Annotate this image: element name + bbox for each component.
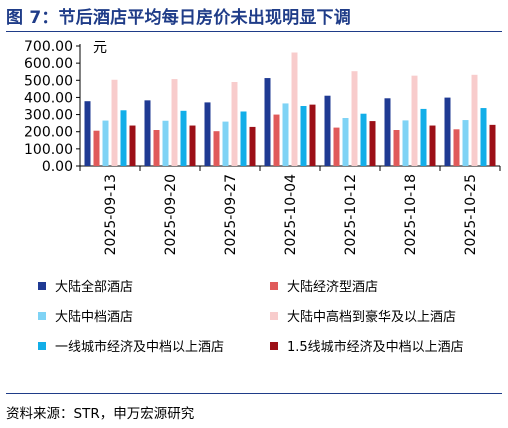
legend-item: 大陆中档酒店 <box>38 306 133 325</box>
legend-label: 大陆经济型酒店 <box>287 280 379 295</box>
y-tick-label: 300.00 <box>24 108 73 124</box>
bar <box>351 71 358 166</box>
bar <box>222 121 229 166</box>
y-tick-label: 200.00 <box>24 125 73 141</box>
y-tick-label: 0.00 <box>42 159 73 175</box>
bar <box>453 129 460 166</box>
bar <box>324 95 331 166</box>
x-tick-label: 2025-09-20 <box>163 174 179 255</box>
bar <box>180 110 187 166</box>
bar <box>264 78 271 166</box>
bar <box>369 121 376 166</box>
bar <box>411 75 418 166</box>
legend-label: 一线城市经济及中档以上酒店 <box>55 340 225 355</box>
legend-label: 大陆中档酒店 <box>55 310 134 325</box>
legend-swatch <box>38 341 46 350</box>
bar <box>420 108 427 166</box>
chart-title: 图 7：节后酒店平均每日房价未出现明显下调 <box>6 8 351 28</box>
bar <box>393 130 400 166</box>
bar <box>273 114 280 166</box>
legend-swatch <box>270 341 278 350</box>
bar <box>120 110 127 166</box>
bar <box>471 74 478 166</box>
bar <box>480 108 487 166</box>
bar <box>333 127 340 166</box>
bar <box>342 118 349 166</box>
source-note: 资料来源：STR，申万宏源研究 <box>6 406 195 422</box>
bar <box>129 125 136 166</box>
bar <box>93 130 100 166</box>
x-tick-label: 2025-09-13 <box>103 174 119 255</box>
bar <box>213 131 220 166</box>
bar <box>462 120 469 166</box>
bar <box>144 100 151 166</box>
bar <box>240 111 247 166</box>
bar <box>249 126 256 166</box>
legend-item: 大陆全部酒店 <box>38 276 133 295</box>
bar <box>489 124 496 166</box>
bar <box>384 98 391 166</box>
legend-label: 大陆中高档到豪华及以上酒店 <box>287 310 457 325</box>
y-tick-label: 100.00 <box>24 142 73 158</box>
x-tick-label: 2025-10-12 <box>343 174 359 255</box>
bar <box>300 106 307 166</box>
bar <box>291 52 298 166</box>
bar <box>309 104 316 166</box>
bar <box>153 130 160 166</box>
y-unit-label: 元 <box>93 40 107 56</box>
x-axis: 2025-09-13 2025-09-20 2025-09-27 2025-10-04… <box>79 165 501 255</box>
bar <box>189 125 196 166</box>
legend: 大陆全部酒店 大陆经济型酒店大陆中档酒店 大陆中高档到豪华及以上酒店一线城市经济及中… <box>0 276 508 366</box>
title-rule <box>6 31 502 32</box>
bar <box>282 103 289 166</box>
source-rule <box>6 393 502 394</box>
bar <box>429 125 436 166</box>
bar <box>444 97 451 166</box>
bar <box>162 120 169 166</box>
legend-swatch <box>270 311 278 320</box>
y-tick-label: 500.00 <box>24 73 73 89</box>
bars <box>84 52 496 166</box>
y-tick-label: 700.00 <box>24 39 73 55</box>
legend-swatch <box>38 281 46 290</box>
bar <box>111 79 118 166</box>
legend-swatch <box>38 311 46 320</box>
x-tick-label: 2025-10-18 <box>403 174 419 255</box>
bar <box>204 102 211 166</box>
legend-item: 一线城市经济及中档以上酒店 <box>38 336 224 355</box>
legend-item: 大陆中高档到豪华及以上酒店 <box>270 306 456 325</box>
bar <box>231 82 238 166</box>
x-tick-label: 2025-10-04 <box>283 174 299 255</box>
y-tick-label: 600.00 <box>24 56 73 72</box>
bar <box>171 79 178 166</box>
legend-swatch <box>270 281 278 290</box>
legend-item: 1.5线城市经济及中档以上酒店 <box>270 336 464 355</box>
legend-label: 1.5线城市经济及中档以上酒店 <box>287 340 464 355</box>
bar <box>402 120 409 166</box>
bar <box>360 113 367 166</box>
x-tick-label: 2025-09-27 <box>223 174 239 255</box>
x-tick-label: 2025-10-25 <box>463 174 479 255</box>
legend-label: 大陆全部酒店 <box>55 280 134 295</box>
bar <box>84 101 91 166</box>
legend-item: 大陆经济型酒店 <box>270 276 378 295</box>
bar <box>102 120 109 166</box>
y-tick-label: 400.00 <box>24 90 73 106</box>
